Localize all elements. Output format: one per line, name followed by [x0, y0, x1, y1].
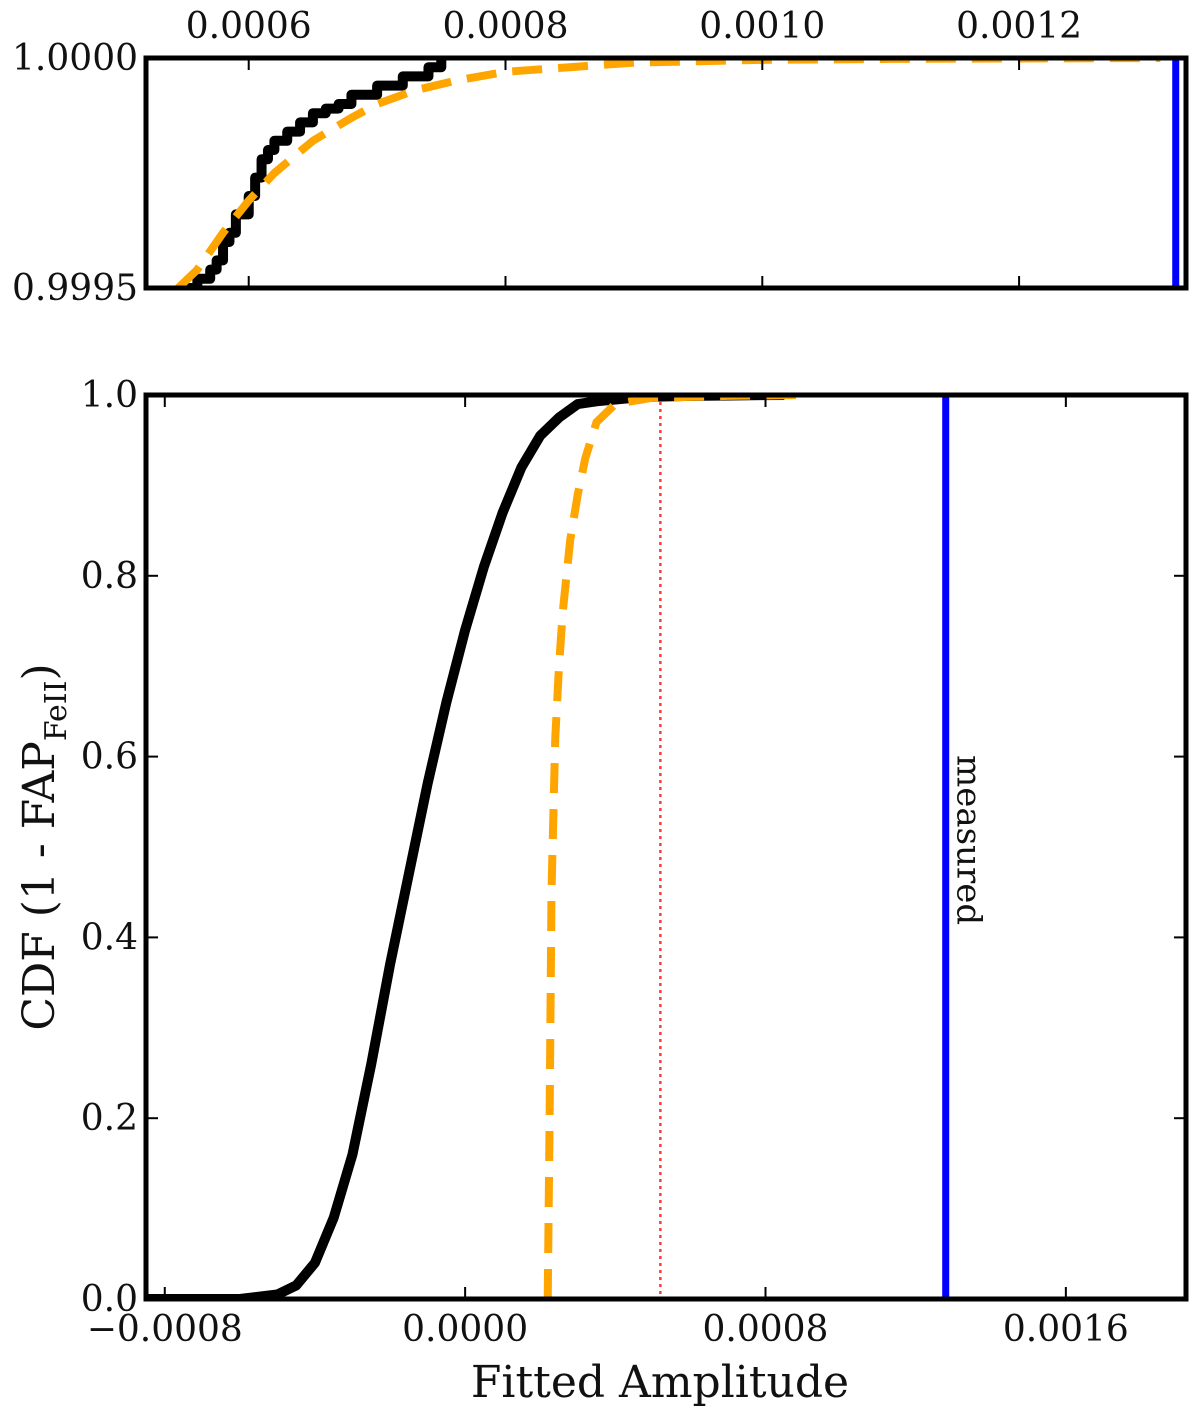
inset-axes-frame: [143, 55, 1189, 291]
main-series-model-cdf: [543, 395, 804, 1299]
main-y-tick-label: 0.2: [81, 1098, 138, 1139]
inset-x-tick-label: 0.0010: [699, 6, 825, 47]
inset-x-tick-label: 0.0006: [186, 6, 312, 47]
inset-x-tick-label: 0.0008: [443, 6, 569, 47]
main-tick-group: −0.0008 0.0000 0.0008 0.0016 0.0 0.2 0.4 0.6 0.8…: [81, 375, 1186, 1350]
y-axis-title-main: CDF (1 - FAP: [14, 741, 65, 1031]
main-plot-area: [146, 395, 950, 1299]
inset-y-tick-label: 1.0000: [12, 38, 138, 79]
main-vline-label: measured: [949, 755, 989, 925]
main-panel: −0.0008 0.0000 0.0008 0.0016 0.0 0.2 0.4 0.6 0.8…: [14, 375, 1189, 1408]
inset-panel: 0.0006 0.0008 0.0010 0.0012 0.9995 1.0000: [12, 6, 1189, 309]
y-axis-title-subscript: FeII: [39, 680, 74, 741]
y-axis-title: CDF (1 - FAPFeII): [14, 663, 74, 1030]
main-x-tick-label: −0.0008: [87, 1309, 243, 1350]
inset-tick-group: 0.0006 0.0008 0.0010 0.0012 0.9995 1.0000: [12, 6, 1186, 309]
inset-series-empirical-cdf: [184, 58, 447, 288]
main-x-tick-label: 0.0008: [703, 1309, 829, 1350]
main-y-tick-label: 0.6: [81, 737, 138, 778]
inset-y-tick-label: 0.9995: [12, 268, 138, 309]
main-axes-frame: [143, 392, 1189, 1302]
main-y-tick-label: 0.4: [81, 917, 138, 958]
main-x-tick-label: 0.0016: [1003, 1309, 1129, 1350]
main-x-tick-label: 0.0000: [402, 1309, 528, 1350]
main-y-tick-label: 0.8: [81, 556, 138, 597]
x-axis-title: Fitted Amplitude: [471, 1357, 849, 1408]
y-axis-title-suffix: ): [14, 663, 65, 680]
main-y-tick-label: 1.0: [81, 375, 138, 416]
main-y-tick-label: 0.0: [81, 1279, 138, 1320]
inset-x-tick-label: 0.0012: [956, 6, 1082, 47]
